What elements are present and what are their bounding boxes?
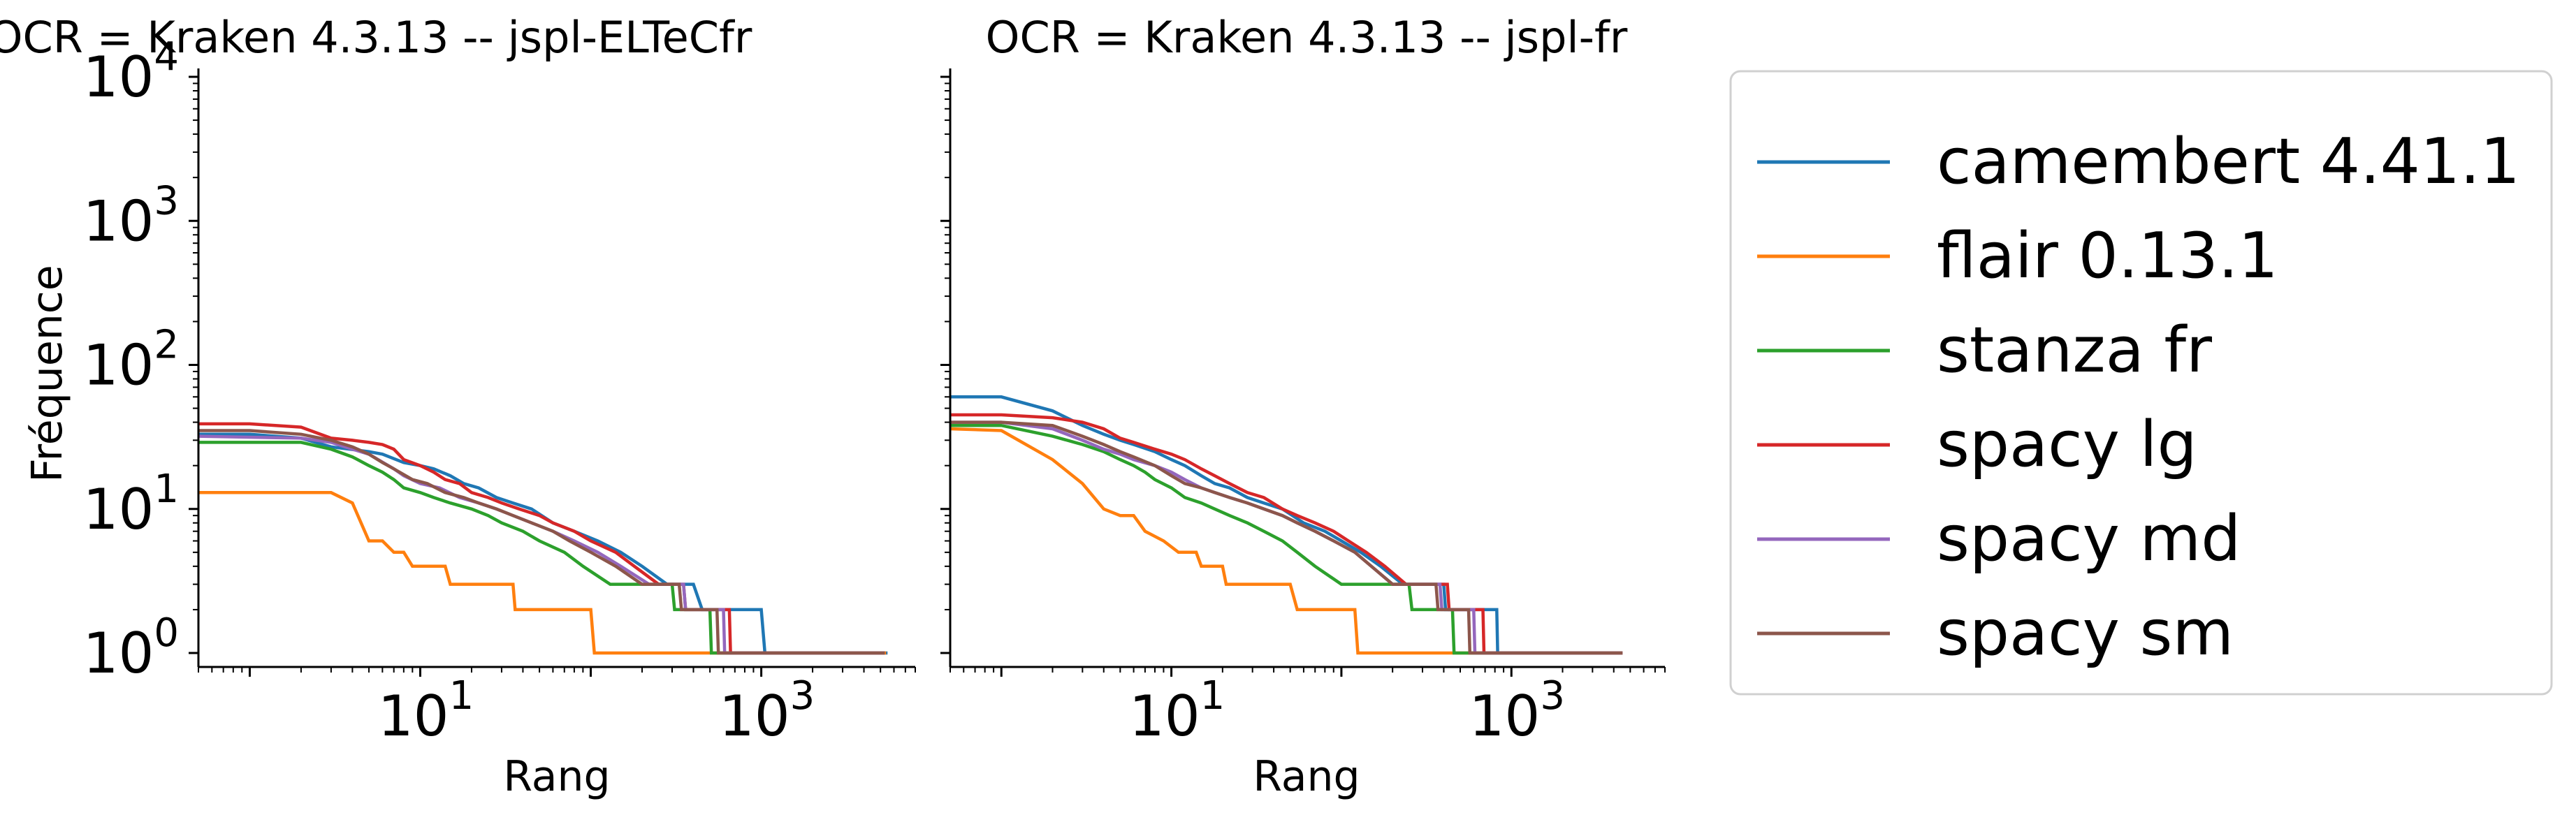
left-y-axis-label: Fréquence: [23, 265, 72, 482]
right-chart-title: OCR = Kraken 4.3.13 -- jspl-fr: [986, 12, 1628, 63]
right-plot-area: 101 103: [940, 68, 1666, 749]
x-tick-label: 103: [1469, 673, 1565, 749]
left-chart-title: OCR = Kraken 4.3.13 -- jspl-ELTeCfr: [0, 12, 752, 63]
left-x-axis-label: Rang: [503, 752, 610, 801]
legend: camembert 4.41.1 flair 0.13.1 stanza fr spa…: [1729, 70, 2553, 696]
series-line-spacy-md-panel-0: [198, 434, 885, 655]
series-line-spacy-sm-panel-1: [950, 420, 1623, 655]
legend-label: stanza fr: [1937, 314, 2212, 387]
legend-label: spacy md: [1937, 502, 2241, 575]
series-line-flair-0-13-1-panel-1: [949, 427, 1623, 655]
y-tick-label: 104: [83, 34, 179, 110]
legend-label: camembert 4.41.1: [1937, 125, 2520, 198]
x-tick-label: 101: [378, 673, 474, 749]
right-subplot: OCR = Kraken 4.3.13 -- jspl-fr Rang 101 1…: [940, 12, 1666, 801]
y-tick-label: 102: [83, 323, 179, 398]
x-tick-label: 101: [1129, 673, 1225, 749]
legend-label: spacy sm: [1937, 596, 2234, 670]
legend-label: flair 0.13.1: [1937, 219, 2278, 293]
series-line-camembert-4-41-1-panel-0: [198, 432, 888, 655]
y-tick-label: 101: [83, 467, 179, 542]
left-plot-area: 100 101 102 103 104 101 103: [83, 34, 916, 749]
series-line-spacy-lg-panel-0: [198, 422, 885, 655]
legend-label: spacy lg: [1937, 408, 2197, 481]
series-line-stanza-fr-panel-0: [198, 441, 885, 655]
series-line-spacy-md-panel-1: [950, 420, 1623, 655]
series-line-spacy-sm-panel-0: [198, 429, 885, 655]
right-x-axis-label: Rang: [1253, 752, 1360, 801]
series-line-spacy-lg-panel-1: [950, 413, 1623, 655]
series-line-flair-0-13-1-panel-0: [198, 491, 887, 655]
y-tick-label: 100: [83, 610, 179, 686]
x-tick-label: 103: [719, 673, 815, 749]
y-tick-label: 103: [83, 178, 179, 254]
left-subplot: OCR = Kraken 4.3.13 -- jspl-ELTeCfr Fréq…: [0, 12, 916, 801]
legend-frame: [1729, 70, 2553, 696]
